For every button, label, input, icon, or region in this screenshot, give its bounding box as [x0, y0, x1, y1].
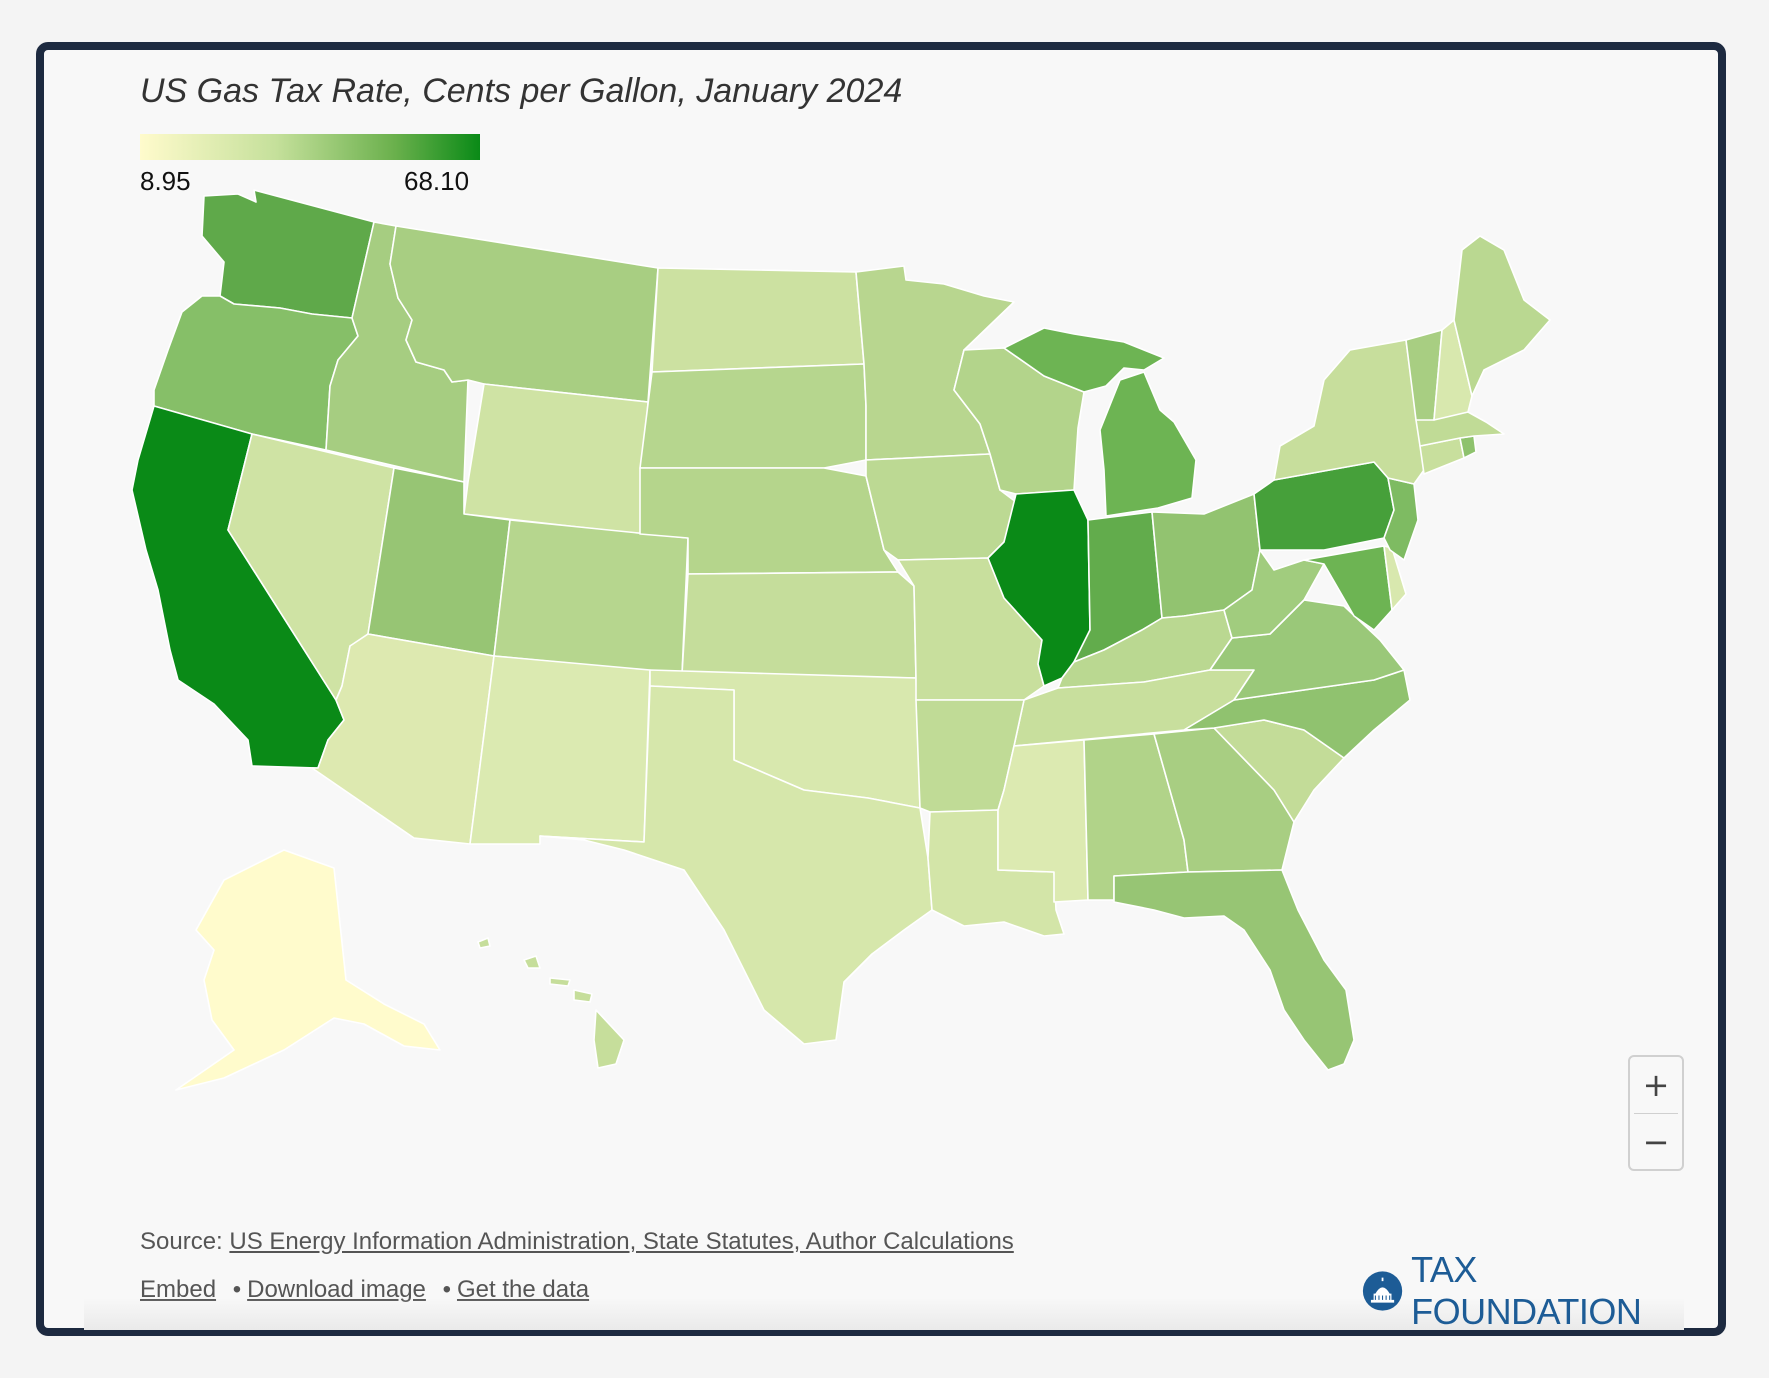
state-wy[interactable] [463, 383, 649, 535]
chart-frame: US Gas Tax Rate, Cents per Gallon, Janua… [36, 42, 1726, 1336]
us-map[interactable] [84, 50, 1684, 1330]
zoom-in-button[interactable]: + [1630, 1057, 1682, 1113]
footer-fade [84, 1298, 1684, 1330]
legend-min-label: 8.95 [140, 166, 191, 196]
link-separator: • [442, 1276, 451, 1303]
zoom-out-button[interactable]: − [1630, 1114, 1682, 1170]
chart-container: US Gas Tax Rate, Cents per Gallon, Janua… [84, 50, 1684, 1332]
legend-gradient [140, 134, 480, 160]
state-nh[interactable] [1433, 319, 1473, 421]
state-ia[interactable] [865, 453, 1017, 561]
state-ak[interactable] [175, 849, 441, 1091]
state-me[interactable] [1453, 235, 1551, 397]
source-line: Source: US Energy Information Administra… [140, 1228, 1014, 1256]
source-link[interactable]: US Energy Information Administration, St… [229, 1228, 1014, 1255]
state-nm[interactable] [469, 655, 651, 845]
state-sd[interactable] [639, 363, 867, 469]
state-ma[interactable] [1415, 411, 1505, 447]
state-nj[interactable] [1383, 477, 1419, 561]
state-nd[interactable] [651, 267, 865, 373]
state-hi[interactable] [477, 937, 625, 1069]
state-mi[interactable] [1003, 327, 1197, 517]
logo-text: TAX FOUNDATION [1411, 1249, 1642, 1332]
state-wa[interactable] [201, 189, 375, 319]
chart-title: US Gas Tax Rate, Cents per Gallon, Janua… [140, 72, 903, 110]
link-separator: • [232, 1276, 242, 1303]
legend-max-label: 68.10 [404, 166, 470, 196]
state-ks[interactable] [681, 571, 917, 679]
state-tx[interactable] [539, 685, 933, 1045]
capitol-dome-icon [1362, 1271, 1403, 1311]
source-prefix: Source: [140, 1228, 230, 1255]
zoom-controls: + − [1628, 1055, 1684, 1171]
zoom-divider [1634, 1113, 1678, 1114]
tax-foundation-logo[interactable]: TAX FOUNDATION [1362, 1249, 1684, 1332]
state-ny[interactable] [1273, 339, 1425, 485]
state-co[interactable] [493, 519, 689, 675]
state-fl[interactable] [1113, 869, 1355, 1071]
